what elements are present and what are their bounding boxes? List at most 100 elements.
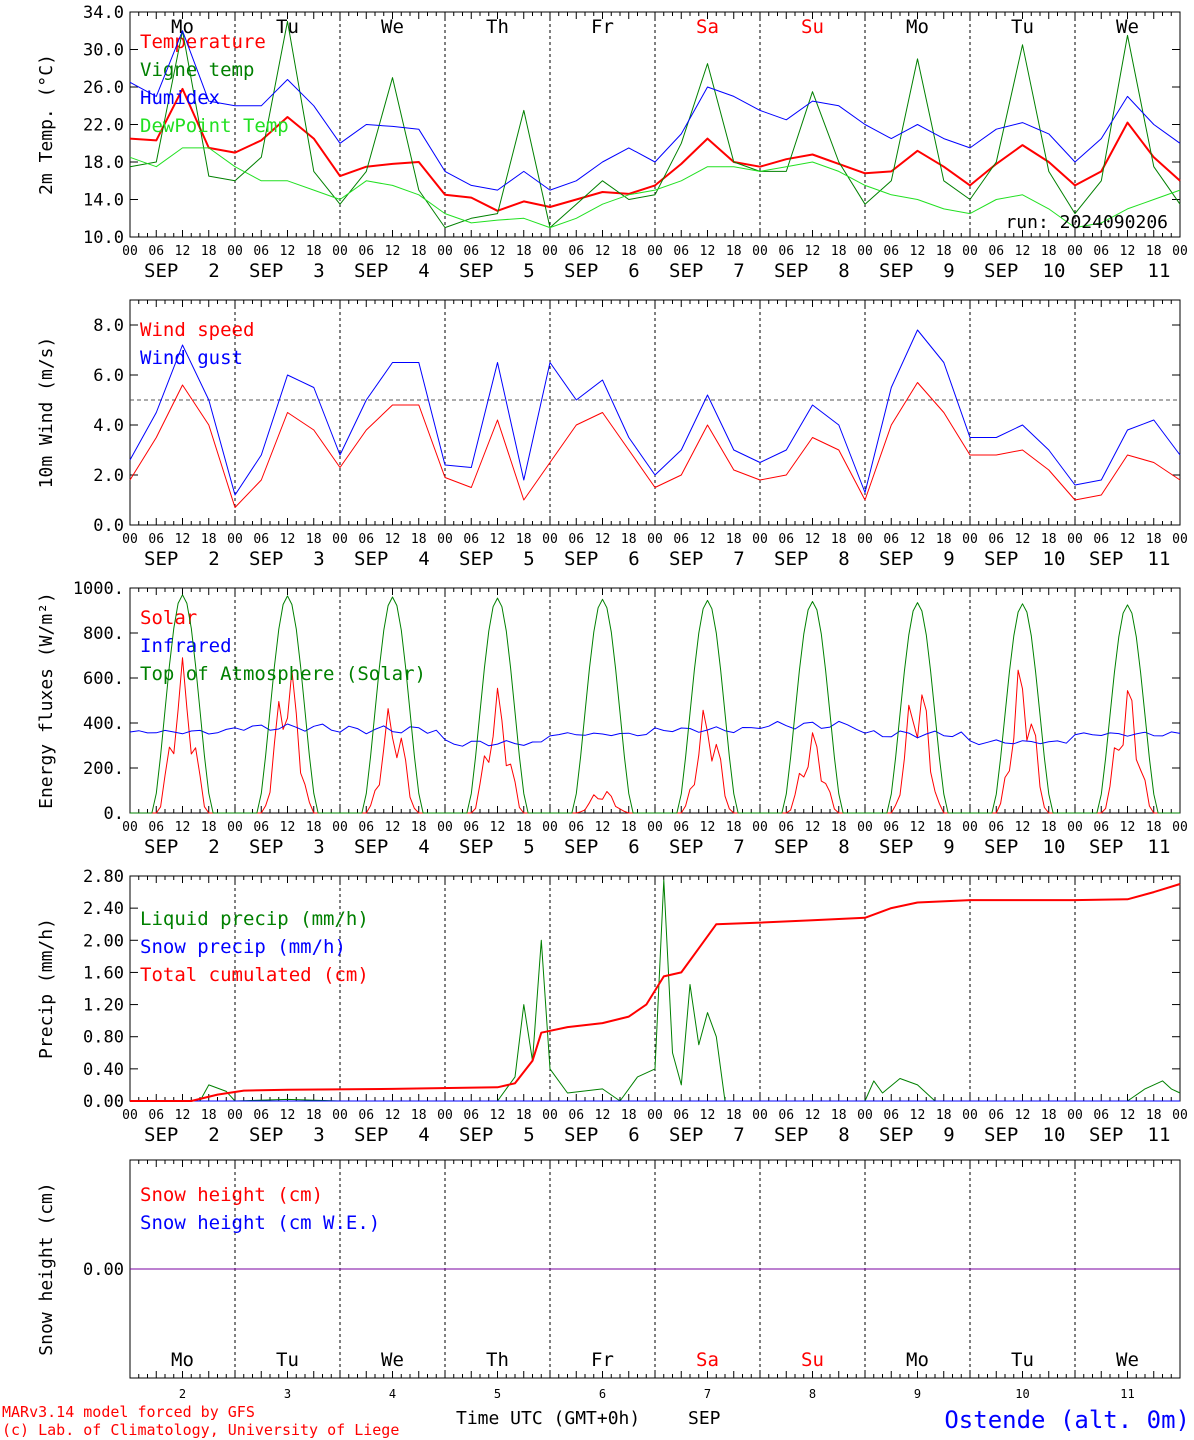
hour-tick-label: 06 xyxy=(358,820,374,835)
hour-tick-label: 18 xyxy=(516,244,532,259)
date-day-label: 3 xyxy=(313,836,324,858)
date-day-label: 11 xyxy=(1148,1124,1171,1146)
y-axis-label: Snow height (cm) xyxy=(36,1182,57,1355)
hour-tick-label: 06 xyxy=(568,820,584,835)
day-number-label: 2 xyxy=(179,1387,186,1401)
date-day-label: 9 xyxy=(943,1124,954,1146)
hour-tick-label: 00 xyxy=(752,532,768,547)
y-tick-label: 30.0 xyxy=(83,41,124,61)
date-month-label: SEP xyxy=(564,1124,598,1146)
date-month-label: SEP xyxy=(879,836,913,858)
series-line-wind-speed xyxy=(129,382,1181,508)
hour-tick-label: 18 xyxy=(306,1108,322,1123)
hour-tick-label: 12 xyxy=(1120,244,1136,259)
date-day-label: 3 xyxy=(313,548,324,570)
date-day-label: 8 xyxy=(838,260,849,282)
date-month-label: SEP xyxy=(144,836,178,858)
hour-tick-label: 00 xyxy=(962,820,978,835)
hour-tick-label: 18 xyxy=(831,1108,847,1123)
hour-tick-label: 06 xyxy=(148,1108,164,1123)
hour-tick-label: 12 xyxy=(805,244,821,259)
date-month-label: SEP xyxy=(984,260,1018,282)
hour-tick-label: 00 xyxy=(332,1108,348,1123)
day-name-label: Mo xyxy=(906,16,929,38)
date-month-label: SEP xyxy=(249,548,283,570)
hour-tick-label: 00 xyxy=(962,1108,978,1123)
hour-tick-label: 06 xyxy=(148,820,164,835)
hour-tick-label: 00 xyxy=(1172,1108,1188,1123)
hour-tick-label: 00 xyxy=(437,1108,453,1123)
hour-tick-label: 12 xyxy=(595,1108,611,1123)
day-name-label: Th xyxy=(486,1349,509,1371)
hour-tick-label: 06 xyxy=(253,532,269,547)
hour-tick-label: 06 xyxy=(358,244,374,259)
day-name-label: We xyxy=(1116,16,1139,38)
hour-tick-label: 00 xyxy=(752,244,768,259)
hour-tick-label: 00 xyxy=(122,244,138,259)
hour-tick-label: 18 xyxy=(726,244,742,259)
hour-tick-label: 12 xyxy=(280,244,296,259)
hour-tick-label: 06 xyxy=(778,532,794,547)
hour-tick-label: 00 xyxy=(227,532,243,547)
date-day-label: 10 xyxy=(1043,836,1066,858)
series-line-temperature xyxy=(129,87,1181,212)
legend-entry: DewPoint Temp xyxy=(140,115,289,137)
date-day-label: 6 xyxy=(628,260,639,282)
hour-tick-label: 18 xyxy=(411,820,427,835)
hour-tick-label: 12 xyxy=(175,244,191,259)
hour-tick-label: 12 xyxy=(175,1108,191,1123)
hour-tick-label: 06 xyxy=(778,244,794,259)
hour-tick-label: 12 xyxy=(805,1108,821,1123)
date-day-label: 4 xyxy=(418,836,429,858)
date-day-label: 4 xyxy=(418,260,429,282)
hour-tick-label: 06 xyxy=(253,1108,269,1123)
hour-tick-label: 18 xyxy=(1041,244,1057,259)
hour-tick-label: 06 xyxy=(1093,820,1109,835)
date-day-label: 5 xyxy=(523,836,534,858)
date-day-label: 8 xyxy=(838,836,849,858)
hour-tick-label: 00 xyxy=(857,1108,873,1123)
legend-entry: Humidex xyxy=(140,87,220,109)
day-number-label: 11 xyxy=(1120,1387,1134,1401)
hour-tick-label: 00 xyxy=(962,532,978,547)
panel-3: 0. 200. 400. 600. 800. 1000. Energy fluxes (W/… xyxy=(36,579,1188,858)
y-tick-label: 18.0 xyxy=(83,153,124,173)
date-day-label: 5 xyxy=(523,260,534,282)
hour-tick-label: 06 xyxy=(148,532,164,547)
date-month-label: SEP xyxy=(144,260,178,282)
y-tick-label: 22.0 xyxy=(83,116,124,136)
hour-tick-label: 06 xyxy=(883,820,899,835)
y-tick-label: 2.00 xyxy=(83,931,124,951)
hour-tick-label: 18 xyxy=(1146,820,1162,835)
hour-tick-label: 06 xyxy=(568,532,584,547)
day-name-label: We xyxy=(381,1349,404,1371)
day-name-label: Su xyxy=(801,16,824,38)
hour-tick-label: 18 xyxy=(306,244,322,259)
date-day-label: 7 xyxy=(733,548,744,570)
y-axis-label: 2m Temp. (°C) xyxy=(36,54,57,195)
date-day-label: 7 xyxy=(733,836,744,858)
hour-tick-label: 12 xyxy=(910,532,926,547)
day-number-label: 3 xyxy=(284,1387,291,1401)
date-day-label: 11 xyxy=(1148,548,1171,570)
hour-tick-label: 06 xyxy=(673,820,689,835)
hour-tick-label: 00 xyxy=(857,820,873,835)
date-day-label: 7 xyxy=(733,260,744,282)
hour-tick-label: 00 xyxy=(962,244,978,259)
hour-tick-label: 06 xyxy=(988,532,1004,547)
hour-tick-label: 00 xyxy=(647,532,663,547)
date-day-label: 4 xyxy=(418,1124,429,1146)
y-tick-label: 0.40 xyxy=(83,1060,124,1080)
hour-tick-label: 06 xyxy=(883,244,899,259)
date-month-label: SEP xyxy=(984,1124,1018,1146)
day-number-label: 9 xyxy=(914,1387,921,1401)
date-day-label: 8 xyxy=(838,1124,849,1146)
hour-tick-label: 18 xyxy=(936,532,952,547)
y-tick-label: 0.80 xyxy=(83,1028,124,1048)
y-tick-label: 2.80 xyxy=(83,867,124,887)
hour-tick-label: 00 xyxy=(752,1108,768,1123)
hour-tick-label: 06 xyxy=(988,820,1004,835)
y-tick-label: 1000. xyxy=(73,579,124,599)
legend-entry: Snow height (cm) xyxy=(140,1184,323,1206)
date-month-label: SEP xyxy=(564,836,598,858)
